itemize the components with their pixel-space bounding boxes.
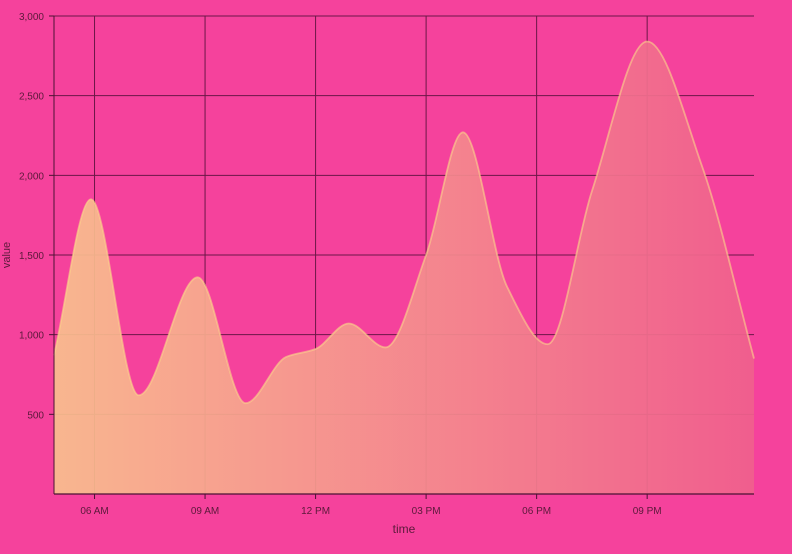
area-series: [53, 39, 756, 494]
data-point: [384, 345, 388, 349]
area-line: [53, 40, 755, 405]
data-point: [590, 189, 594, 193]
data-point: [137, 393, 141, 397]
data-point: [424, 253, 428, 257]
data-point: [461, 130, 465, 134]
y-tick-label: 3,000: [19, 12, 44, 23]
data-point: [645, 39, 649, 43]
data-point: [546, 342, 550, 346]
x-tick-label: 06 AM: [80, 506, 108, 517]
data-point: [752, 357, 756, 361]
axes: [49, 15, 754, 499]
y-axis-title: value: [1, 242, 13, 268]
area-fill: [54, 41, 754, 494]
y-tick-label: 2,500: [19, 92, 44, 103]
y-tick-label: 2,000: [19, 171, 44, 182]
x-tick-label: 06 PM: [522, 506, 551, 517]
data-point: [196, 275, 200, 279]
y-tick-label: 1,000: [19, 331, 44, 342]
tick-labels: 500 1,000 1,500 2,000 2,500 3,000 06 AM 09 AM 12…: [19, 12, 662, 517]
x-tick-label: 09 PM: [633, 506, 662, 517]
y-tick-label: 1,500: [19, 251, 44, 262]
data-point: [244, 401, 248, 405]
x-tick-label: 03 PM: [412, 506, 441, 517]
data-point: [89, 197, 93, 201]
data-point: [347, 322, 351, 326]
x-tick-label: 12 PM: [301, 506, 330, 517]
data-point: [700, 165, 704, 169]
data-point: [314, 347, 318, 351]
x-tick-label: 09 AM: [191, 506, 219, 517]
data-point: [505, 285, 509, 289]
x-axis-title: time: [393, 522, 416, 536]
y-tick-label: 500: [27, 410, 44, 421]
data-point: [284, 355, 288, 359]
